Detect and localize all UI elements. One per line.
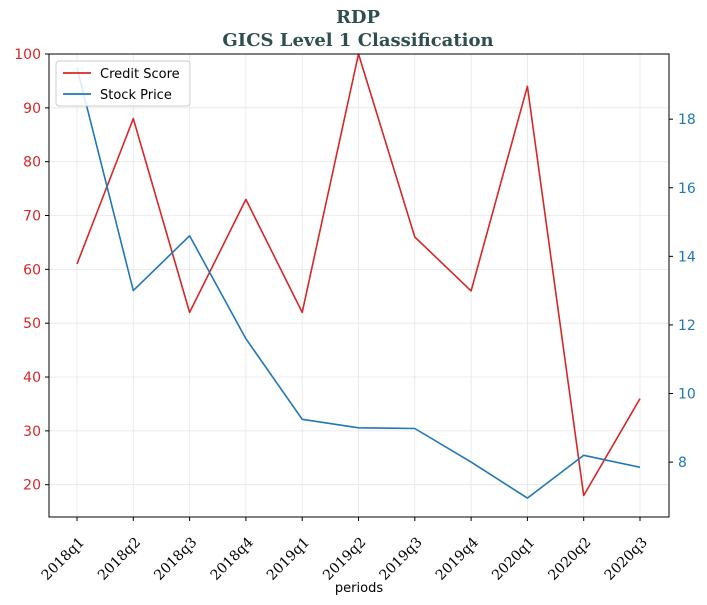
plot-frame xyxy=(48,53,670,518)
x-tick-label: 2019q4 xyxy=(433,534,482,583)
left-tick-label: 60 xyxy=(23,262,41,278)
series-line-stock-price xyxy=(76,67,641,499)
left-axis: 20 30 40 50 60 70 80 90 100 xyxy=(14,47,49,494)
right-tick-label: 10 xyxy=(678,387,696,403)
left-tick-label: 90 xyxy=(23,101,41,117)
x-tick-label: 2018q1 xyxy=(39,535,88,584)
x-tick-label: 2020q2 xyxy=(545,535,594,584)
x-axis-label: periods xyxy=(335,581,383,596)
legend: Credit Score Stock Price xyxy=(55,60,191,107)
left-tick-label: 80 xyxy=(23,155,41,171)
left-tick-label: 20 xyxy=(23,478,41,494)
right-tick-label: 16 xyxy=(678,181,696,197)
right-tick-label: 18 xyxy=(678,112,696,128)
x-tick-label: 2018q2 xyxy=(95,535,144,584)
x-tick-label: 2019q2 xyxy=(320,535,369,584)
left-tick-label: 70 xyxy=(23,209,41,225)
right-tick-label: 12 xyxy=(678,318,696,334)
x-tick-label: 2019q3 xyxy=(376,535,425,584)
right-axis: 8 10 12 14 16 18 xyxy=(669,112,696,471)
gridlines xyxy=(49,53,669,517)
chart-subtitle: GICS Level 1 Classification xyxy=(222,30,493,51)
left-tick-label: 40 xyxy=(23,370,41,386)
x-axis: 2018q1 2018q2 2018q3 2018q4 2019q1 2019q2 2019… xyxy=(39,517,651,584)
x-tick-label: 2020q3 xyxy=(602,535,651,584)
x-tick-label: 2019q1 xyxy=(264,535,313,584)
right-tick-label: 8 xyxy=(678,455,687,471)
x-tick-label: 2018q3 xyxy=(151,535,200,584)
chart-title: RDP xyxy=(336,7,381,28)
x-tick-label: 2020q1 xyxy=(489,535,538,584)
legend-label: Stock Price xyxy=(100,88,172,103)
legend-label: Credit Score xyxy=(100,67,180,82)
left-tick-label: 30 xyxy=(23,424,41,440)
left-tick-label: 50 xyxy=(23,316,41,332)
x-tick-label: 2018q4 xyxy=(208,534,257,583)
left-tick-label: 100 xyxy=(14,47,41,63)
right-tick-label: 14 xyxy=(678,249,696,265)
